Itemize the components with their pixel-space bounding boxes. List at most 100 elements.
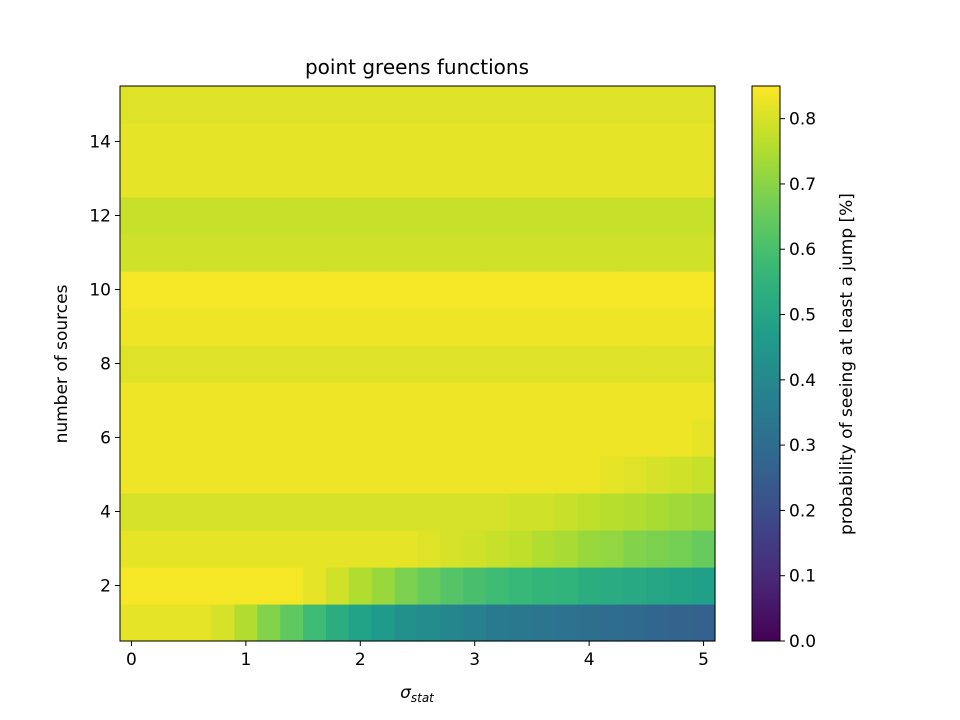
heatmap-cell <box>623 271 647 309</box>
heatmap-cell <box>120 271 144 309</box>
heatmap-cell <box>417 271 441 309</box>
heatmap-cell <box>348 382 373 420</box>
heatmap-cell <box>486 530 510 568</box>
y-tick-label: 2 <box>100 577 111 597</box>
heatmap-cell <box>463 604 487 642</box>
heatmap-cell <box>531 86 556 124</box>
heatmap-cell <box>348 456 373 494</box>
heatmap-cell <box>692 197 716 235</box>
heatmap-cell <box>280 308 304 346</box>
heatmap-cell <box>554 197 579 235</box>
heatmap-cell <box>188 234 213 272</box>
heatmap-cell <box>600 271 625 309</box>
heatmap-cell <box>394 308 419 346</box>
heatmap-cell <box>509 567 533 605</box>
heatmap-cell <box>669 271 693 309</box>
heatmap-cell <box>348 271 373 309</box>
heatmap-cell <box>394 271 419 309</box>
heatmap-cell <box>554 234 579 272</box>
heatmap-cell <box>486 345 510 383</box>
heatmap-cell <box>142 419 167 457</box>
heatmap-cell <box>417 456 441 494</box>
heatmap-cell <box>486 123 510 161</box>
heatmap-cell <box>325 345 350 383</box>
heatmap-cell <box>234 160 258 198</box>
heatmap-cell <box>165 604 190 642</box>
heatmap-cell <box>531 234 556 272</box>
heatmap-cell <box>531 382 556 420</box>
heatmap-cell <box>257 271 281 309</box>
heatmap-cell <box>509 493 533 531</box>
heatmap-cell <box>234 567 258 605</box>
heatmap-cell <box>211 604 236 642</box>
heatmap-cell <box>463 567 487 605</box>
heatmap-cell <box>440 530 464 568</box>
heatmap-cell <box>577 530 602 568</box>
heatmap-cell <box>371 308 396 346</box>
heatmap-cell <box>417 308 441 346</box>
heatmap-cell <box>509 271 533 309</box>
heatmap-cell <box>120 382 144 420</box>
heatmap-cell <box>394 456 419 494</box>
heatmap-cell <box>440 234 464 272</box>
heatmap-cell <box>120 493 144 531</box>
heatmap-cell <box>120 345 144 383</box>
heatmap-cell <box>600 345 625 383</box>
heatmap-cell <box>623 123 647 161</box>
heatmap-cell <box>440 382 464 420</box>
heatmap-cell <box>303 197 327 235</box>
heatmap-cell <box>531 271 556 309</box>
heatmap-cell <box>509 345 533 383</box>
heatmap-cell <box>348 419 373 457</box>
colorbar-tick-label: 0.2 <box>789 501 816 521</box>
heatmap-cell <box>303 530 327 568</box>
heatmap-cell <box>325 234 350 272</box>
heatmap-cell <box>486 567 510 605</box>
heatmap-cell <box>165 345 190 383</box>
heatmap-cell <box>669 567 693 605</box>
heatmap-cell <box>371 123 396 161</box>
heatmap-cell <box>646 567 670 605</box>
heatmap-cell <box>120 86 144 124</box>
y-axis-label: number of sources <box>52 284 72 443</box>
heatmap-cell <box>120 197 144 235</box>
heatmap-cell <box>234 382 258 420</box>
heatmap-cell <box>394 234 419 272</box>
heatmap-cell <box>646 382 670 420</box>
heatmap-cell <box>600 567 625 605</box>
heatmap-cell <box>692 308 716 346</box>
y-tick-label: 4 <box>100 503 111 523</box>
heatmap-cell <box>142 493 167 531</box>
heatmap-cell <box>669 345 693 383</box>
heatmap-cell <box>623 604 647 642</box>
heatmap-cell <box>669 419 693 457</box>
heatmap-cell <box>440 160 464 198</box>
heatmap-cell <box>646 234 670 272</box>
heatmap-cell <box>188 530 213 568</box>
heatmap-cell <box>371 345 396 383</box>
heatmap-cell <box>165 493 190 531</box>
chart-title: point greens functions <box>305 55 529 79</box>
heatmap-cell <box>486 86 510 124</box>
heatmap-cell <box>394 493 419 531</box>
heatmap-cell <box>646 160 670 198</box>
heatmap-cell <box>577 308 602 346</box>
heatmap-cell <box>486 493 510 531</box>
heatmap-cell <box>531 604 556 642</box>
heatmap-cell <box>394 604 419 642</box>
heatmap-cell <box>211 197 236 235</box>
heatmap-cell <box>348 123 373 161</box>
heatmap-cell <box>188 382 213 420</box>
heatmap-cell <box>325 456 350 494</box>
heatmap-cell <box>440 567 464 605</box>
heatmap-cell <box>348 567 373 605</box>
heatmap-cell <box>211 160 236 198</box>
heatmap-cell <box>165 234 190 272</box>
heatmap-cell <box>440 493 464 531</box>
heatmap-cell <box>188 197 213 235</box>
heatmap-cell <box>211 382 236 420</box>
heatmap-cell <box>486 271 510 309</box>
heatmap-cell <box>440 345 464 383</box>
heatmap-cell <box>600 123 625 161</box>
heatmap-cell <box>234 456 258 494</box>
